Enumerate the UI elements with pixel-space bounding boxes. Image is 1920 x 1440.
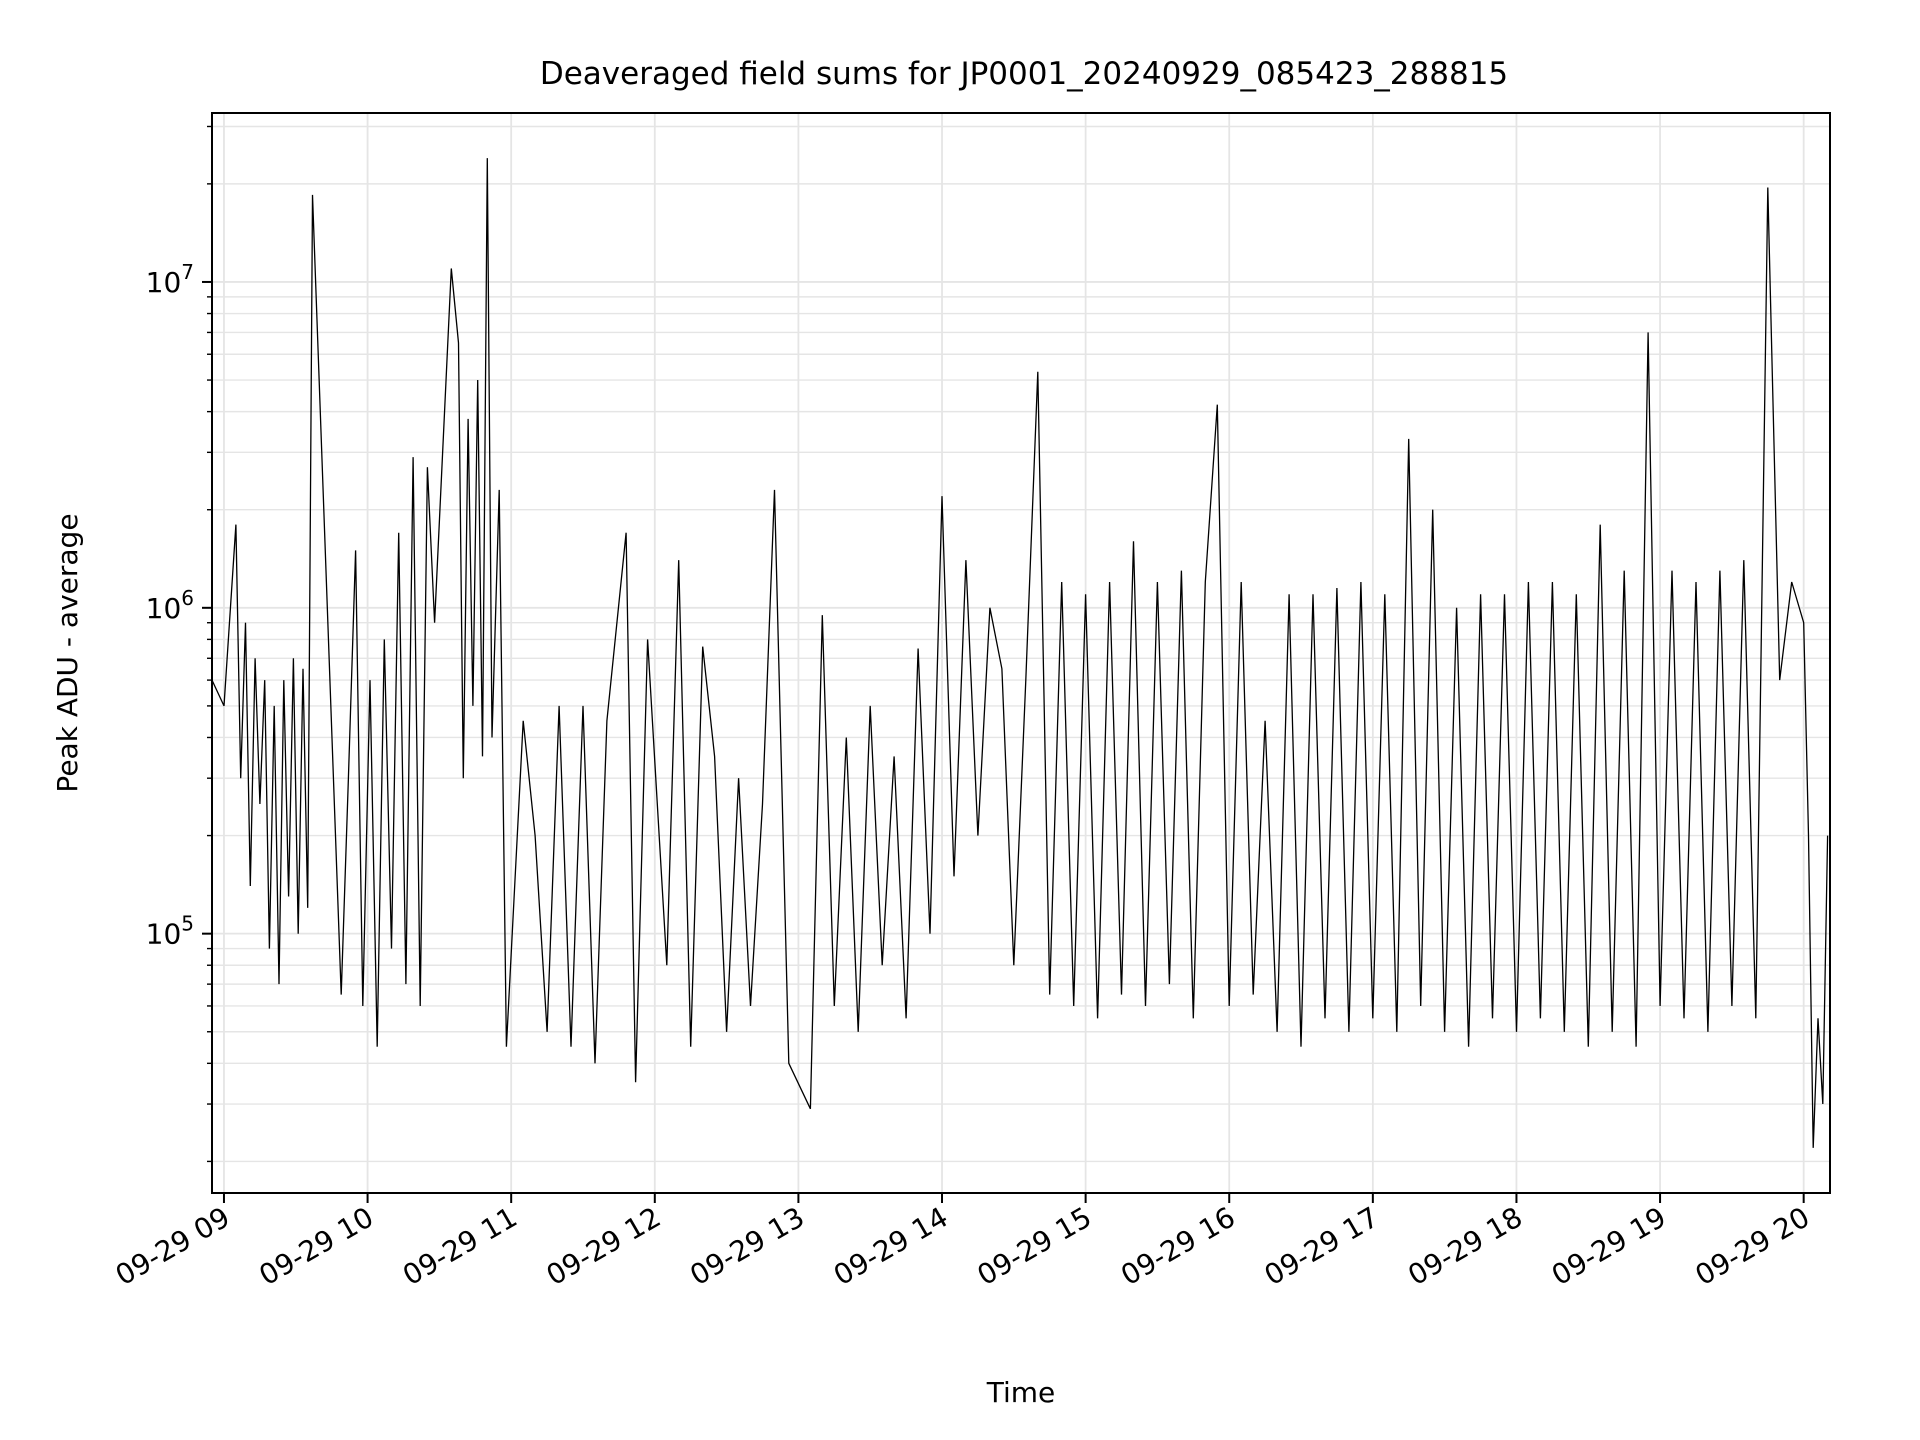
y-tick-label: 106 — [146, 586, 194, 625]
grid-lines — [212, 113, 1830, 1193]
y-tick-label: 107 — [146, 260, 194, 299]
plot-frame — [211, 112, 1831, 1194]
chart-title: Deaveraged field sums for JP0001_2024092… — [540, 56, 1508, 92]
y-axis-ticks: 105 106 107 — [146, 125, 212, 1163]
series-layer — [211, 158, 1829, 1148]
series-line — [211, 158, 1829, 1148]
y-tick-label: 105 — [146, 912, 194, 951]
y-axis-label: Peak ADU - average — [51, 513, 84, 792]
x-axis-label: Time — [986, 1376, 1056, 1409]
